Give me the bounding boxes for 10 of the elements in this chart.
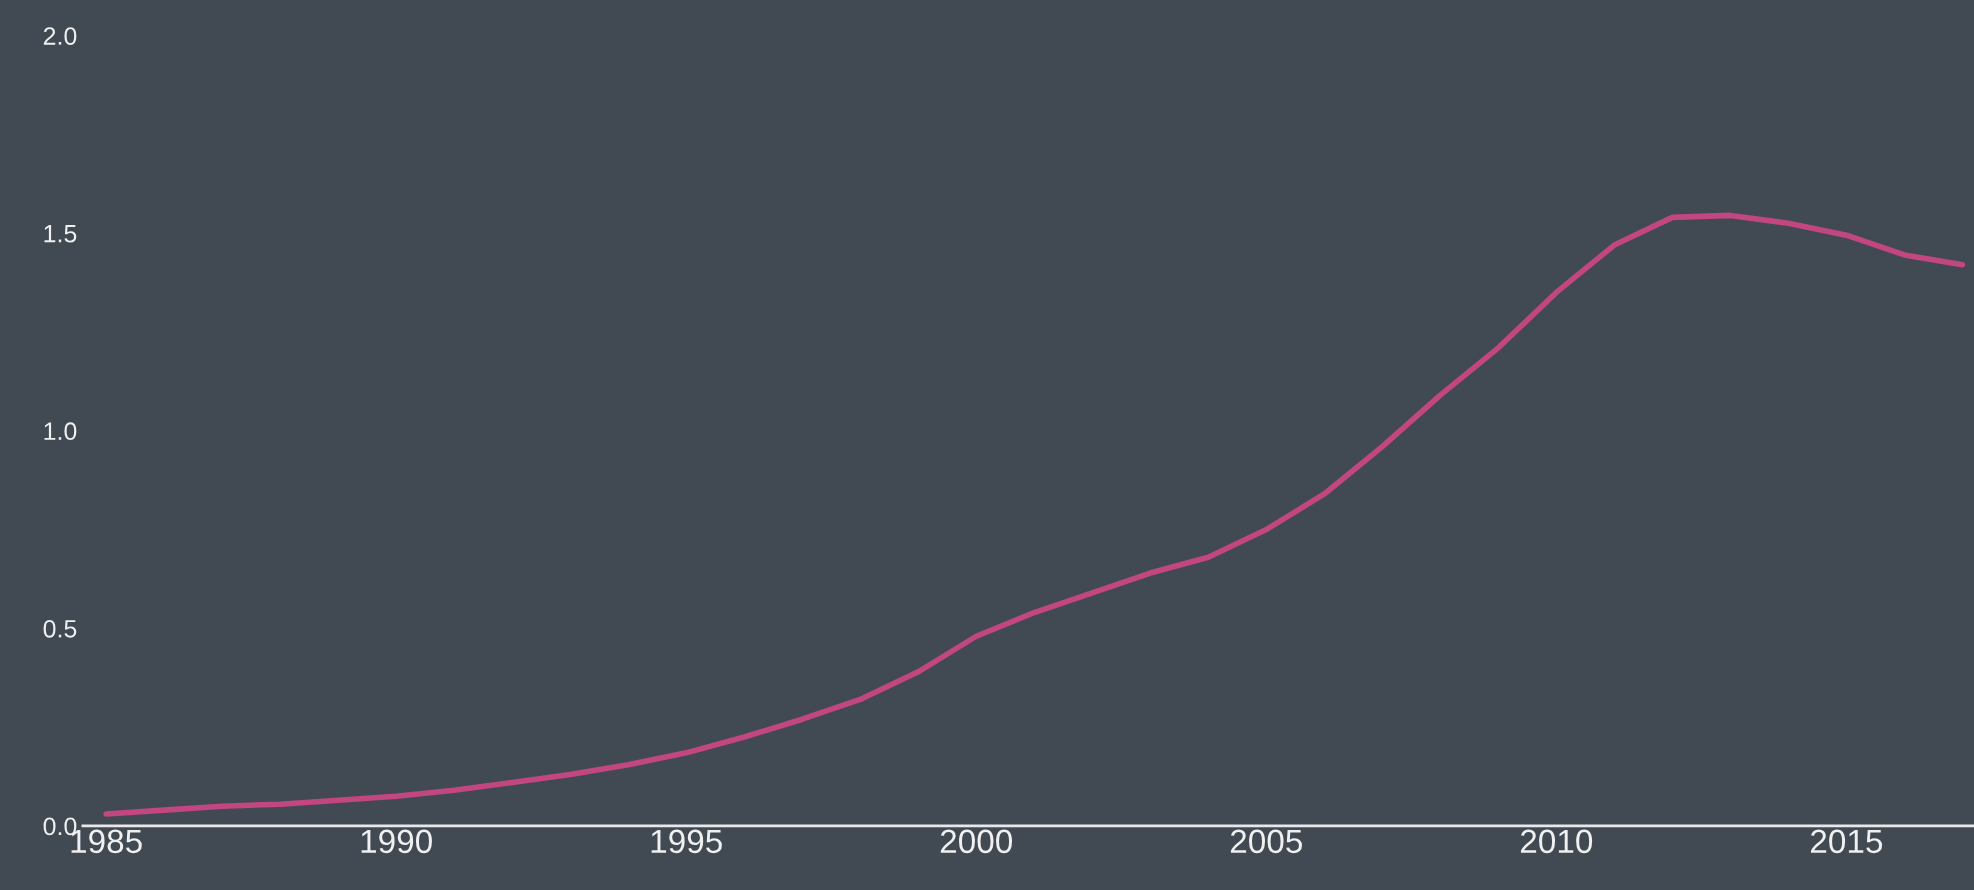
y-tick-label: 0.5 (43, 619, 77, 638)
y-tick-label: 2.0 (43, 27, 77, 45)
x-tick-label: 2000 (940, 829, 1013, 854)
x-tick-label: 2010 (1520, 829, 1593, 854)
y-tick-label: 1.0 (44, 422, 77, 441)
x-tick-label: 1990 (361, 829, 432, 854)
x-tick-label: 1995 (651, 829, 722, 854)
x-tick-label: 2005 (1230, 829, 1302, 854)
y-tick-label: 1.5 (44, 225, 77, 243)
x-tick-label: 2015 (1810, 829, 1883, 854)
